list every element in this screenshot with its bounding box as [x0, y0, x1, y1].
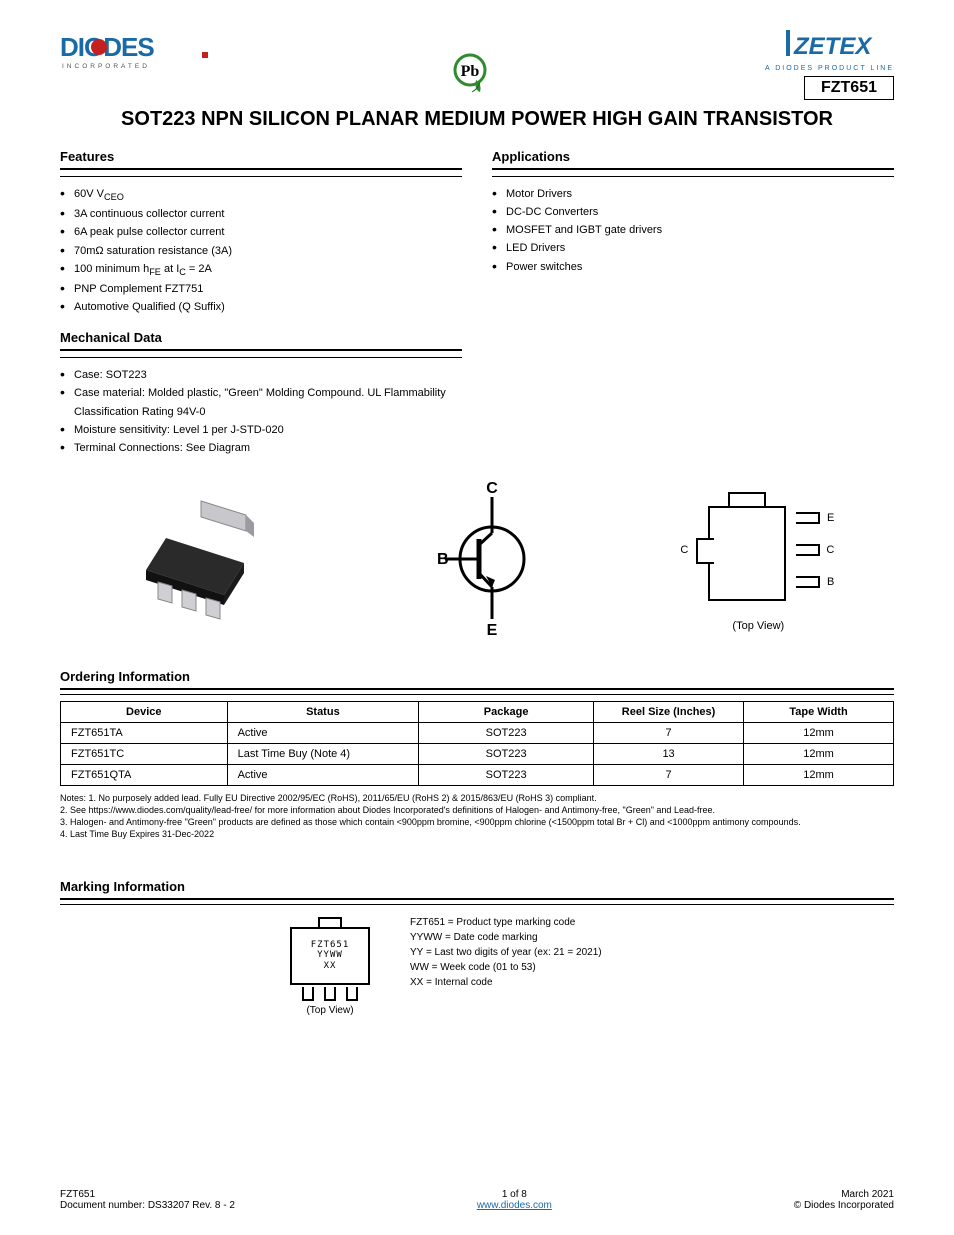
features-heading: Features [60, 149, 462, 170]
pin-label-e: E [827, 512, 834, 524]
footer-left: FZT651 Document number: DS33207 Rev. 8 -… [60, 1189, 235, 1211]
ordering-tbody: FZT651TA Active SOT223 7 12mm FZT651TC L… [61, 723, 894, 786]
table-row: FZT651TC Last Time Buy (Note 4) SOT223 1… [61, 744, 894, 765]
ordering-col-device: Device [61, 702, 228, 723]
page-footer: FZT651 Document number: DS33207 Rev. 8 -… [60, 1189, 894, 1211]
table-row: FZT651QTA Active SOT223 7 12mm [61, 765, 894, 786]
ordering-notes: Notes: 1. No purposely added lead. Fully… [60, 792, 894, 841]
diodes-logo-text: DIODES [60, 32, 154, 62]
marking-top-view: (Top View) [280, 1005, 380, 1016]
features-list: 60V VCEO 3A continuous collector current… [60, 185, 462, 316]
mechanical-list: Case: SOT223 Case material: Molded plast… [60, 366, 462, 457]
diodes-logo: DIODES INCORPORATED [60, 28, 210, 75]
diodes-logo-sub: INCORPORATED [62, 63, 150, 70]
application-item: LED Drivers [492, 239, 894, 257]
pin-label-c: C [826, 544, 834, 556]
npn-symbol: C B E [437, 479, 547, 639]
mechanical-item: Case material: Molded plastic, "Green" M… [60, 384, 462, 420]
marking-legend: FZT651 = Product type marking code YYWW … [410, 915, 602, 990]
ordering-col-status: Status [227, 702, 419, 723]
footer-link[interactable]: www.diodes.com [477, 1200, 552, 1211]
svg-text:E: E [487, 622, 498, 639]
features-column: Features 60V VCEO 3A continuous collecto… [60, 149, 462, 457]
feature-item: Automotive Qualified (Q Suffix) [60, 298, 462, 316]
ordering-heading: Ordering Information [60, 669, 894, 690]
footer-right: March 2021 © Diodes Incorporated [794, 1189, 894, 1211]
feature-item: 100 minimum hFE at IC = 2A [60, 260, 462, 280]
package-3d-image [136, 483, 286, 636]
pin-label-b: B [827, 576, 834, 588]
marking-heading: Marking Information [60, 879, 894, 900]
ordering-col-package: Package [419, 702, 594, 723]
pb-free-badge: Pb [450, 52, 490, 99]
part-number-box: FZT651 [804, 76, 894, 100]
application-item: MOSFET and IGBT gate drivers [492, 221, 894, 239]
pin-label-bigc: C [680, 544, 688, 556]
table-row: FZT651TA Active SOT223 7 12mm [61, 723, 894, 744]
page-title: SOT223 NPN SILICON PLANAR MEDIUM POWER H… [60, 108, 894, 131]
package-top-view: E C B C (Top View) [698, 486, 818, 632]
marking-package-diagram: FZT651 YYWW XX (Top View) [280, 915, 380, 1016]
zetex-logo: ZETEX A DIODES PRODUCT LINE FZT651 [765, 28, 894, 100]
feature-item: 60V VCEO [60, 185, 462, 205]
ordering-table: Device Status Package Reel Size (Inches)… [60, 701, 894, 786]
svg-text:C: C [486, 480, 498, 497]
zetex-logo-text: ZETEX [793, 33, 873, 60]
ordering-col-tape: Tape Width [744, 702, 894, 723]
top-view-caption: (Top View) [698, 620, 818, 632]
svg-text:Pb: Pb [461, 63, 480, 80]
mechanical-item: Case: SOT223 [60, 366, 462, 384]
feature-item: 70mΩ saturation resistance (3A) [60, 242, 462, 260]
zetex-sub: A DIODES PRODUCT LINE [765, 65, 894, 72]
application-item: Power switches [492, 258, 894, 276]
feature-item: PNP Complement FZT751 [60, 280, 462, 298]
mechanical-item: Moisture sensitivity: Level 1 per J-STD-… [60, 421, 462, 439]
feature-item: 6A peak pulse collector current [60, 223, 462, 241]
mechanical-heading: Mechanical Data [60, 330, 462, 351]
applications-list: Motor DriversDC-DC ConvertersMOSFET and … [492, 185, 894, 276]
feature-item: 3A continuous collector current [60, 205, 462, 223]
application-item: Motor Drivers [492, 185, 894, 203]
mechanical-item: Terminal Connections: See Diagram [60, 439, 462, 457]
footer-center: 1 of 8 www.diodes.com [235, 1189, 794, 1211]
applications-heading: Applications [492, 149, 894, 170]
ordering-col-reel: Reel Size (Inches) [594, 702, 744, 723]
application-item: DC-DC Converters [492, 203, 894, 221]
applications-column: Applications Motor DriversDC-DC Converte… [492, 149, 894, 457]
svg-text:B: B [437, 551, 449, 568]
